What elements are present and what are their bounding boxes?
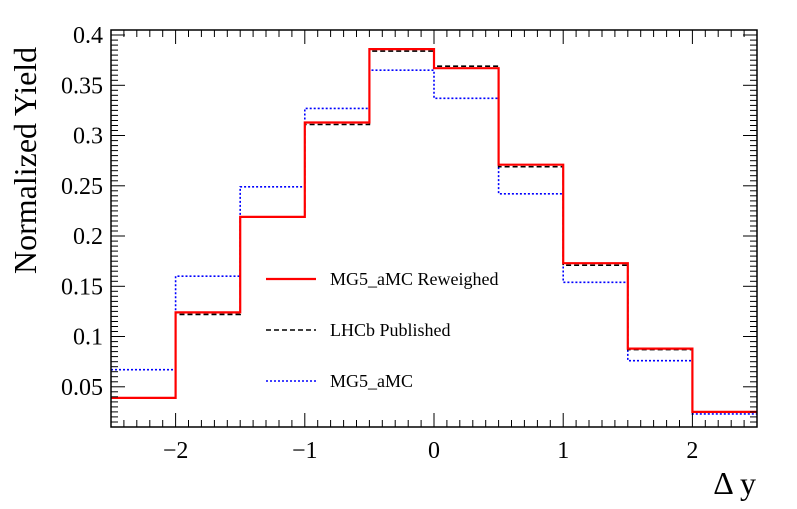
series-line-mg5-amc-reweighed xyxy=(111,48,757,413)
x-tick-label: −1 xyxy=(292,438,318,464)
plot-frame xyxy=(110,29,758,428)
series-line-lhcb-published xyxy=(111,50,757,413)
ticks-layer xyxy=(110,30,758,428)
x-axis-title: Δ y xyxy=(713,465,756,501)
x-tick-label: −2 xyxy=(163,438,189,464)
x-tick-label: 2 xyxy=(686,438,698,464)
legend: MG5_aMC Reweighed LHCb Published MG5_aMC xyxy=(266,269,498,391)
y-tick-label: 0.3 xyxy=(73,124,103,150)
y-tick-label: 0.35 xyxy=(61,73,103,99)
x-tick-labels: −2 −1 0 1 2 xyxy=(163,438,699,464)
y-axis-title: Normalized Yield xyxy=(7,47,43,274)
y-tick-label: 0.2 xyxy=(73,224,103,250)
y-tick-label: 0.05 xyxy=(61,375,103,401)
legend-label: LHCb Published xyxy=(330,320,451,340)
y-tick-label: 0.4 xyxy=(73,23,103,49)
y-tick-labels: 0.05 0.1 0.15 0.2 0.25 0.3 0.35 0.4 xyxy=(61,23,103,401)
series-layer xyxy=(111,48,757,415)
x-tick-label: 1 xyxy=(557,438,569,464)
legend-label: MG5_aMC xyxy=(330,371,413,391)
series-line-mg5-amc xyxy=(111,69,757,415)
legend-label: MG5_aMC Reweighed xyxy=(330,269,498,289)
x-tick-label: 0 xyxy=(428,438,440,464)
y-tick-label: 0.1 xyxy=(73,325,103,351)
y-tick-label: 0.15 xyxy=(61,274,103,300)
y-tick-label: 0.25 xyxy=(61,174,103,200)
